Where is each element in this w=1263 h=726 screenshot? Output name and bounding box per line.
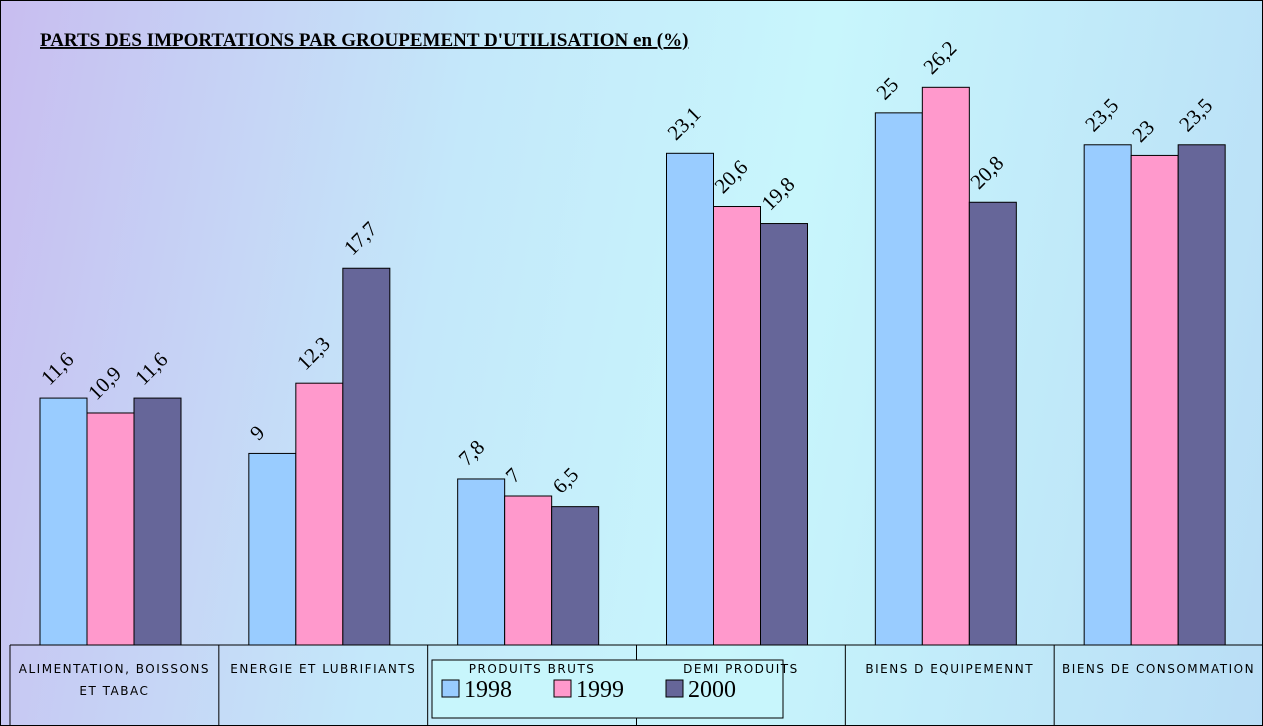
legend-label: 1999 — [576, 677, 624, 703]
value-label: 23,5 — [1174, 93, 1217, 136]
value-label: 19,8 — [757, 172, 800, 215]
bar — [295, 382, 344, 646]
value-label: 20,8 — [965, 151, 1008, 194]
x-tick-label: BIENS DE CONSOMMATION — [1062, 662, 1256, 676]
bar — [1177, 144, 1226, 646]
x-tick-label: PRODUITS BRUTS — [468, 662, 596, 676]
chart-title: PARTS DES IMPORTATIONS PAR GROUPEMENT D'… — [40, 30, 688, 51]
bar — [504, 495, 553, 646]
bar — [1130, 154, 1179, 646]
value-label: 23,1 — [663, 102, 706, 145]
value-label: 23,5 — [1080, 93, 1123, 136]
value-label: 23 — [1127, 115, 1159, 147]
value-label: 20,6 — [710, 155, 753, 198]
bar — [713, 206, 761, 646]
value-label: 25 — [871, 73, 903, 105]
bar — [921, 86, 970, 646]
value-label: 11,6 — [130, 347, 172, 389]
bar — [457, 478, 506, 646]
bar — [86, 412, 135, 646]
x-tick-label: DEMI PRODUITS — [683, 662, 799, 676]
bar — [133, 397, 182, 646]
legend-swatch — [441, 679, 460, 698]
bar — [666, 152, 714, 646]
value-label: 10,9 — [83, 362, 126, 405]
bar — [760, 223, 808, 646]
bar — [39, 397, 88, 646]
legend-label: 1998 — [464, 677, 512, 703]
value-label: 26,2 — [918, 36, 961, 79]
bar — [551, 506, 600, 646]
legend-swatch — [665, 679, 684, 698]
value-label: 17,7 — [339, 217, 382, 260]
x-tick-label: ENERGIE ET LUBRIFIANTS — [230, 662, 417, 676]
bar — [1083, 144, 1132, 646]
value-label: 6,5 — [548, 463, 584, 499]
bar — [968, 201, 1017, 646]
legend: 1998 1999 2000 — [431, 659, 784, 719]
bar — [342, 267, 391, 646]
bar — [248, 452, 297, 646]
value-label: 11,6 — [36, 347, 78, 389]
x-tick-label: BIENS D EQUIPEMENNT — [865, 662, 1035, 676]
legend-box — [431, 659, 784, 719]
value-label: 12,3 — [292, 332, 335, 375]
legend-label: 2000 — [688, 677, 736, 703]
x-tick-label: ALIMENTATION, BOISSONS ET TABAC — [18, 662, 211, 698]
value-label: 7,8 — [454, 435, 490, 471]
value-label: 9 — [245, 421, 269, 445]
legend-swatch — [553, 679, 572, 698]
bar — [874, 112, 923, 646]
